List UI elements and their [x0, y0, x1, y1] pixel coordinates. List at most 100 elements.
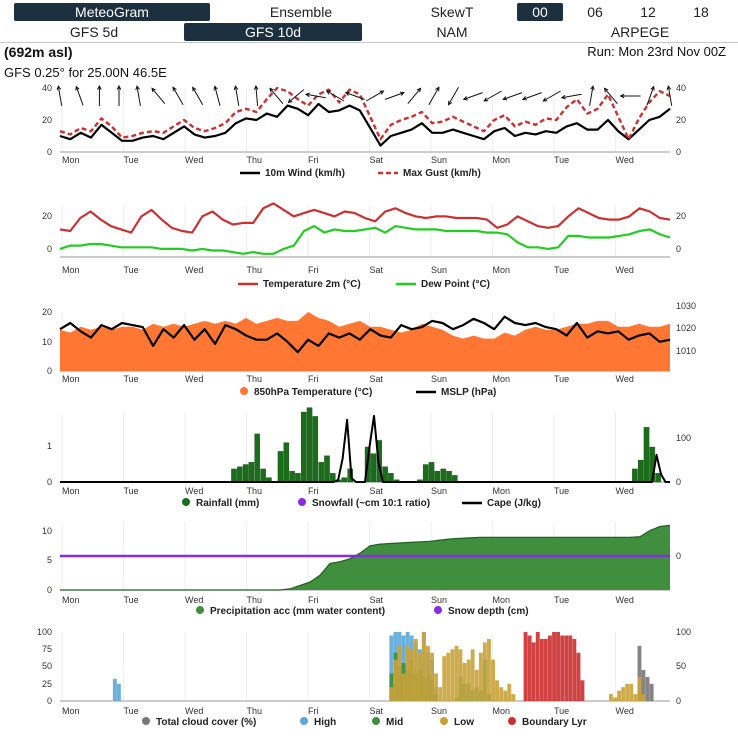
y-tick-label-left: 10 — [42, 337, 52, 347]
x-tick-label: Wed — [616, 265, 634, 275]
boundary-cloud-bar — [548, 635, 552, 701]
total-cloud-bar — [641, 670, 646, 701]
rainfall-bar — [283, 442, 290, 483]
y-tick-label-right: 0 — [676, 477, 681, 487]
boundary-cloud-bar — [568, 635, 573, 701]
legend-precip-acc-swatch — [196, 606, 204, 614]
tab-meteogram[interactable]: MeteoGram — [14, 3, 210, 21]
y-tick-label-left: 20 — [42, 307, 52, 317]
wind-direction-arrow — [561, 93, 582, 99]
x-tick-label: Wed — [185, 265, 203, 275]
temperature-line — [59, 202, 671, 234]
x-tick-label: Mon — [493, 374, 511, 384]
run-button-12[interactable]: 12 — [640, 4, 656, 20]
nav-divider — [0, 42, 738, 43]
legend-total-cloud-swatch — [142, 717, 150, 725]
x-tick-label: Tue — [554, 155, 569, 165]
legend-wind-label: 10m Wind (km/h) — [265, 168, 345, 179]
x-tick-label: Sat — [370, 155, 384, 165]
nav-row-2: GFS 5d GFS 10d NAM ARPEGE — [0, 22, 738, 42]
legend-gust-label: Max Gust (km/h) — [403, 168, 481, 179]
run-button-00[interactable]: 00 — [517, 3, 563, 21]
legend-cape-label: Cape (J/kg) — [487, 498, 541, 509]
wind-direction-arrow — [305, 93, 326, 99]
tab-arpege[interactable]: ARPEGE — [610, 24, 670, 40]
legend-mslp-label: MSLP (hPa) — [441, 387, 496, 398]
low-cloud-bar — [617, 690, 621, 701]
run-button-06[interactable]: 06 — [587, 4, 603, 20]
x-tick-label: Thu — [247, 265, 263, 275]
model-location-label: GFS 0.25° for 25.00N 46.5E — [4, 65, 167, 80]
low-cloud-bar — [470, 649, 475, 702]
low-cloud-bar — [511, 694, 516, 701]
x-tick-label: Sun — [431, 265, 447, 275]
y-tick-label-left: 50 — [42, 661, 52, 671]
x-tick-label: Tue — [124, 265, 139, 275]
x-tick-label: Thu — [247, 706, 263, 716]
x-tick-label: Tue — [554, 706, 569, 716]
legend-snow-depth-label: Snow depth (cm) — [448, 606, 529, 617]
total-cloud-bar — [637, 645, 642, 701]
x-tick-label: Fri — [308, 374, 319, 384]
run-button-18[interactable]: 18 — [693, 4, 709, 20]
rainfall-bar — [428, 462, 435, 483]
wind-direction-arrowhead — [650, 85, 655, 91]
boundary-cloud-bar — [572, 638, 577, 701]
rainfall-bar — [318, 462, 324, 483]
mslp-line — [59, 315, 671, 354]
low-cloud-bar — [507, 683, 512, 702]
rainfall-bar — [289, 470, 295, 483]
boundary-cloud-bar — [556, 632, 560, 701]
boundary-cloud-bar — [535, 632, 540, 701]
tab-nam[interactable]: NAM — [436, 24, 468, 40]
x-tick-label: Mon — [62, 595, 80, 605]
wind-direction-arrow — [326, 90, 345, 102]
boundary-cloud-bar — [552, 632, 556, 701]
x-tick-label: Sun — [431, 486, 447, 496]
x-tick-label: Wed — [185, 486, 203, 496]
x-tick-label: Wed — [616, 595, 634, 605]
low-cloud-bar — [401, 673, 406, 701]
legend-mid-cloud-label: Mid — [386, 717, 403, 728]
y-tick-label-left: 40 — [42, 83, 52, 93]
tab-gfs-10d[interactable]: GFS 10d — [184, 23, 362, 41]
legend-high-cloud-swatch — [300, 717, 308, 725]
x-tick-label: Mon — [62, 265, 80, 275]
boundary-cloud-bar — [531, 642, 536, 701]
x-tick-label: Tue — [554, 265, 569, 275]
nav-row-1: MeteoGram Ensemble SkewT 00 06 12 18 — [0, 2, 738, 22]
wind-direction-arrowhead — [502, 96, 508, 101]
rainfall-bar — [300, 411, 307, 483]
rainfall-bar — [341, 477, 348, 483]
legend-rainfall-label: Rainfall (mm) — [196, 498, 259, 509]
tab-ensemble[interactable]: Ensemble — [269, 4, 333, 20]
x-tick-label: Mon — [493, 595, 511, 605]
wind-direction-arrow — [151, 87, 166, 105]
low-cloud-bar — [421, 632, 426, 701]
legend-low-cloud-swatch — [440, 717, 448, 725]
x-tick-label: Sun — [431, 374, 447, 384]
y-tick-label-left: 20 — [42, 115, 52, 125]
x-tick-label: Fri — [308, 486, 319, 496]
wind-line — [59, 102, 671, 147]
x-tick-label: Mon — [493, 706, 511, 716]
y-tick-label-left: 5 — [47, 555, 52, 565]
rainfall-bar — [231, 468, 237, 483]
y-tick-label-right: 0 — [676, 551, 681, 561]
wind-direction-arrowhead — [483, 97, 489, 102]
y-tick-label-right: 1010 — [676, 346, 696, 356]
tab-skewt[interactable]: SkewT — [430, 4, 474, 20]
x-tick-label: Fri — [308, 706, 319, 716]
wind-direction-arrowhead — [172, 86, 177, 92]
tab-gfs-5d[interactable]: GFS 5d — [69, 24, 119, 40]
legend-snow-depth-swatch — [434, 606, 442, 614]
dewpoint-line — [59, 225, 671, 255]
legend-mid-cloud-swatch — [372, 717, 380, 725]
legend-snowfall-swatch — [298, 498, 306, 506]
legend-temp850-swatch — [240, 387, 248, 395]
wind-direction-arrowhead — [416, 87, 422, 93]
wind-direction-arrow — [234, 86, 240, 106]
wind-direction-arrowhead — [399, 91, 405, 96]
total-cloud-bar — [649, 683, 654, 702]
wind-direction-arrow — [448, 87, 459, 105]
